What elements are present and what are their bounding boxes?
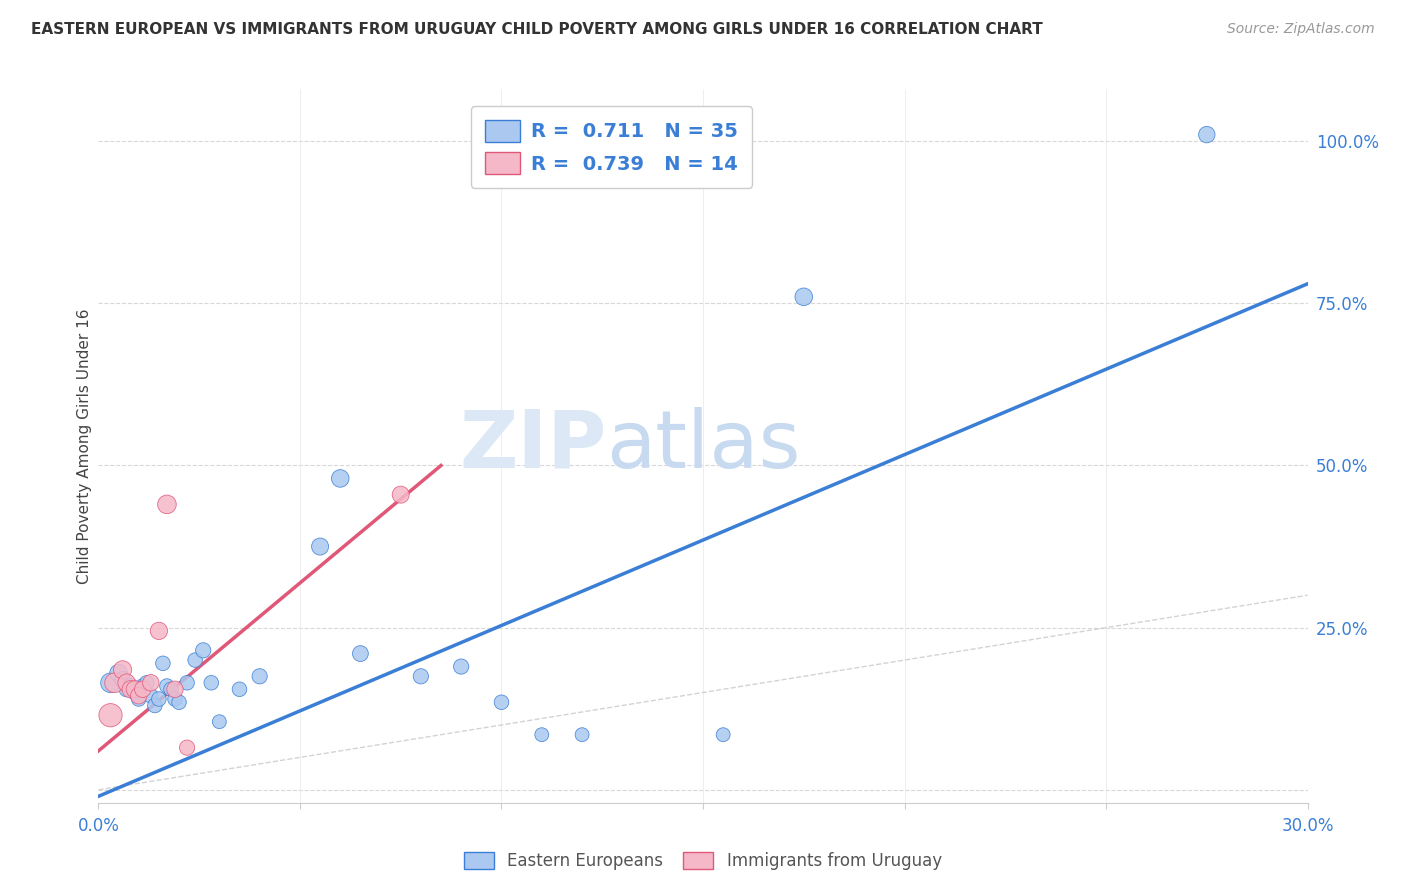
Point <box>249 669 271 683</box>
Legend: R =  0.711   N = 35, R =  0.739   N = 14: R = 0.711 N = 35, R = 0.739 N = 14 <box>471 106 752 188</box>
Point <box>148 692 170 706</box>
Point <box>115 682 138 697</box>
Point <box>128 692 150 706</box>
Point <box>120 679 142 693</box>
Point <box>160 682 183 697</box>
Point <box>530 728 553 742</box>
Point <box>491 695 513 709</box>
Point <box>176 740 198 755</box>
Point <box>100 708 122 723</box>
Point <box>163 682 186 697</box>
Point <box>143 698 166 713</box>
Point <box>111 673 134 687</box>
Point <box>184 653 207 667</box>
Point <box>1195 128 1218 142</box>
Point <box>148 624 170 638</box>
Point <box>193 643 215 657</box>
Point <box>711 728 734 742</box>
Point <box>132 682 155 697</box>
Point <box>349 647 371 661</box>
Point <box>167 695 190 709</box>
Point <box>135 675 157 690</box>
Point <box>156 679 179 693</box>
Point <box>450 659 472 673</box>
Point <box>208 714 231 729</box>
Point <box>176 675 198 690</box>
Point <box>139 675 162 690</box>
Text: ZIP: ZIP <box>458 407 606 485</box>
Point <box>409 669 432 683</box>
Point <box>139 689 162 703</box>
Text: Source: ZipAtlas.com: Source: ZipAtlas.com <box>1227 22 1375 37</box>
Legend: Eastern Europeans, Immigrants from Uruguay: Eastern Europeans, Immigrants from Urugu… <box>457 845 949 877</box>
Point <box>309 540 332 554</box>
Point <box>128 689 150 703</box>
Point <box>571 728 593 742</box>
Point <box>200 675 222 690</box>
Point <box>115 675 138 690</box>
Point <box>103 675 125 690</box>
Point <box>793 290 815 304</box>
Point <box>124 685 146 699</box>
Point <box>120 682 142 697</box>
Point <box>228 682 250 697</box>
Point <box>132 679 155 693</box>
Point <box>124 682 146 697</box>
Point <box>329 471 352 485</box>
Point <box>100 675 122 690</box>
Point <box>389 488 412 502</box>
Point <box>163 692 186 706</box>
Point <box>107 666 129 681</box>
Point <box>156 497 179 511</box>
Point <box>111 663 134 677</box>
Text: atlas: atlas <box>606 407 800 485</box>
Point <box>152 657 174 671</box>
Text: EASTERN EUROPEAN VS IMMIGRANTS FROM URUGUAY CHILD POVERTY AMONG GIRLS UNDER 16 C: EASTERN EUROPEAN VS IMMIGRANTS FROM URUG… <box>31 22 1043 37</box>
Y-axis label: Child Poverty Among Girls Under 16: Child Poverty Among Girls Under 16 <box>77 309 91 583</box>
